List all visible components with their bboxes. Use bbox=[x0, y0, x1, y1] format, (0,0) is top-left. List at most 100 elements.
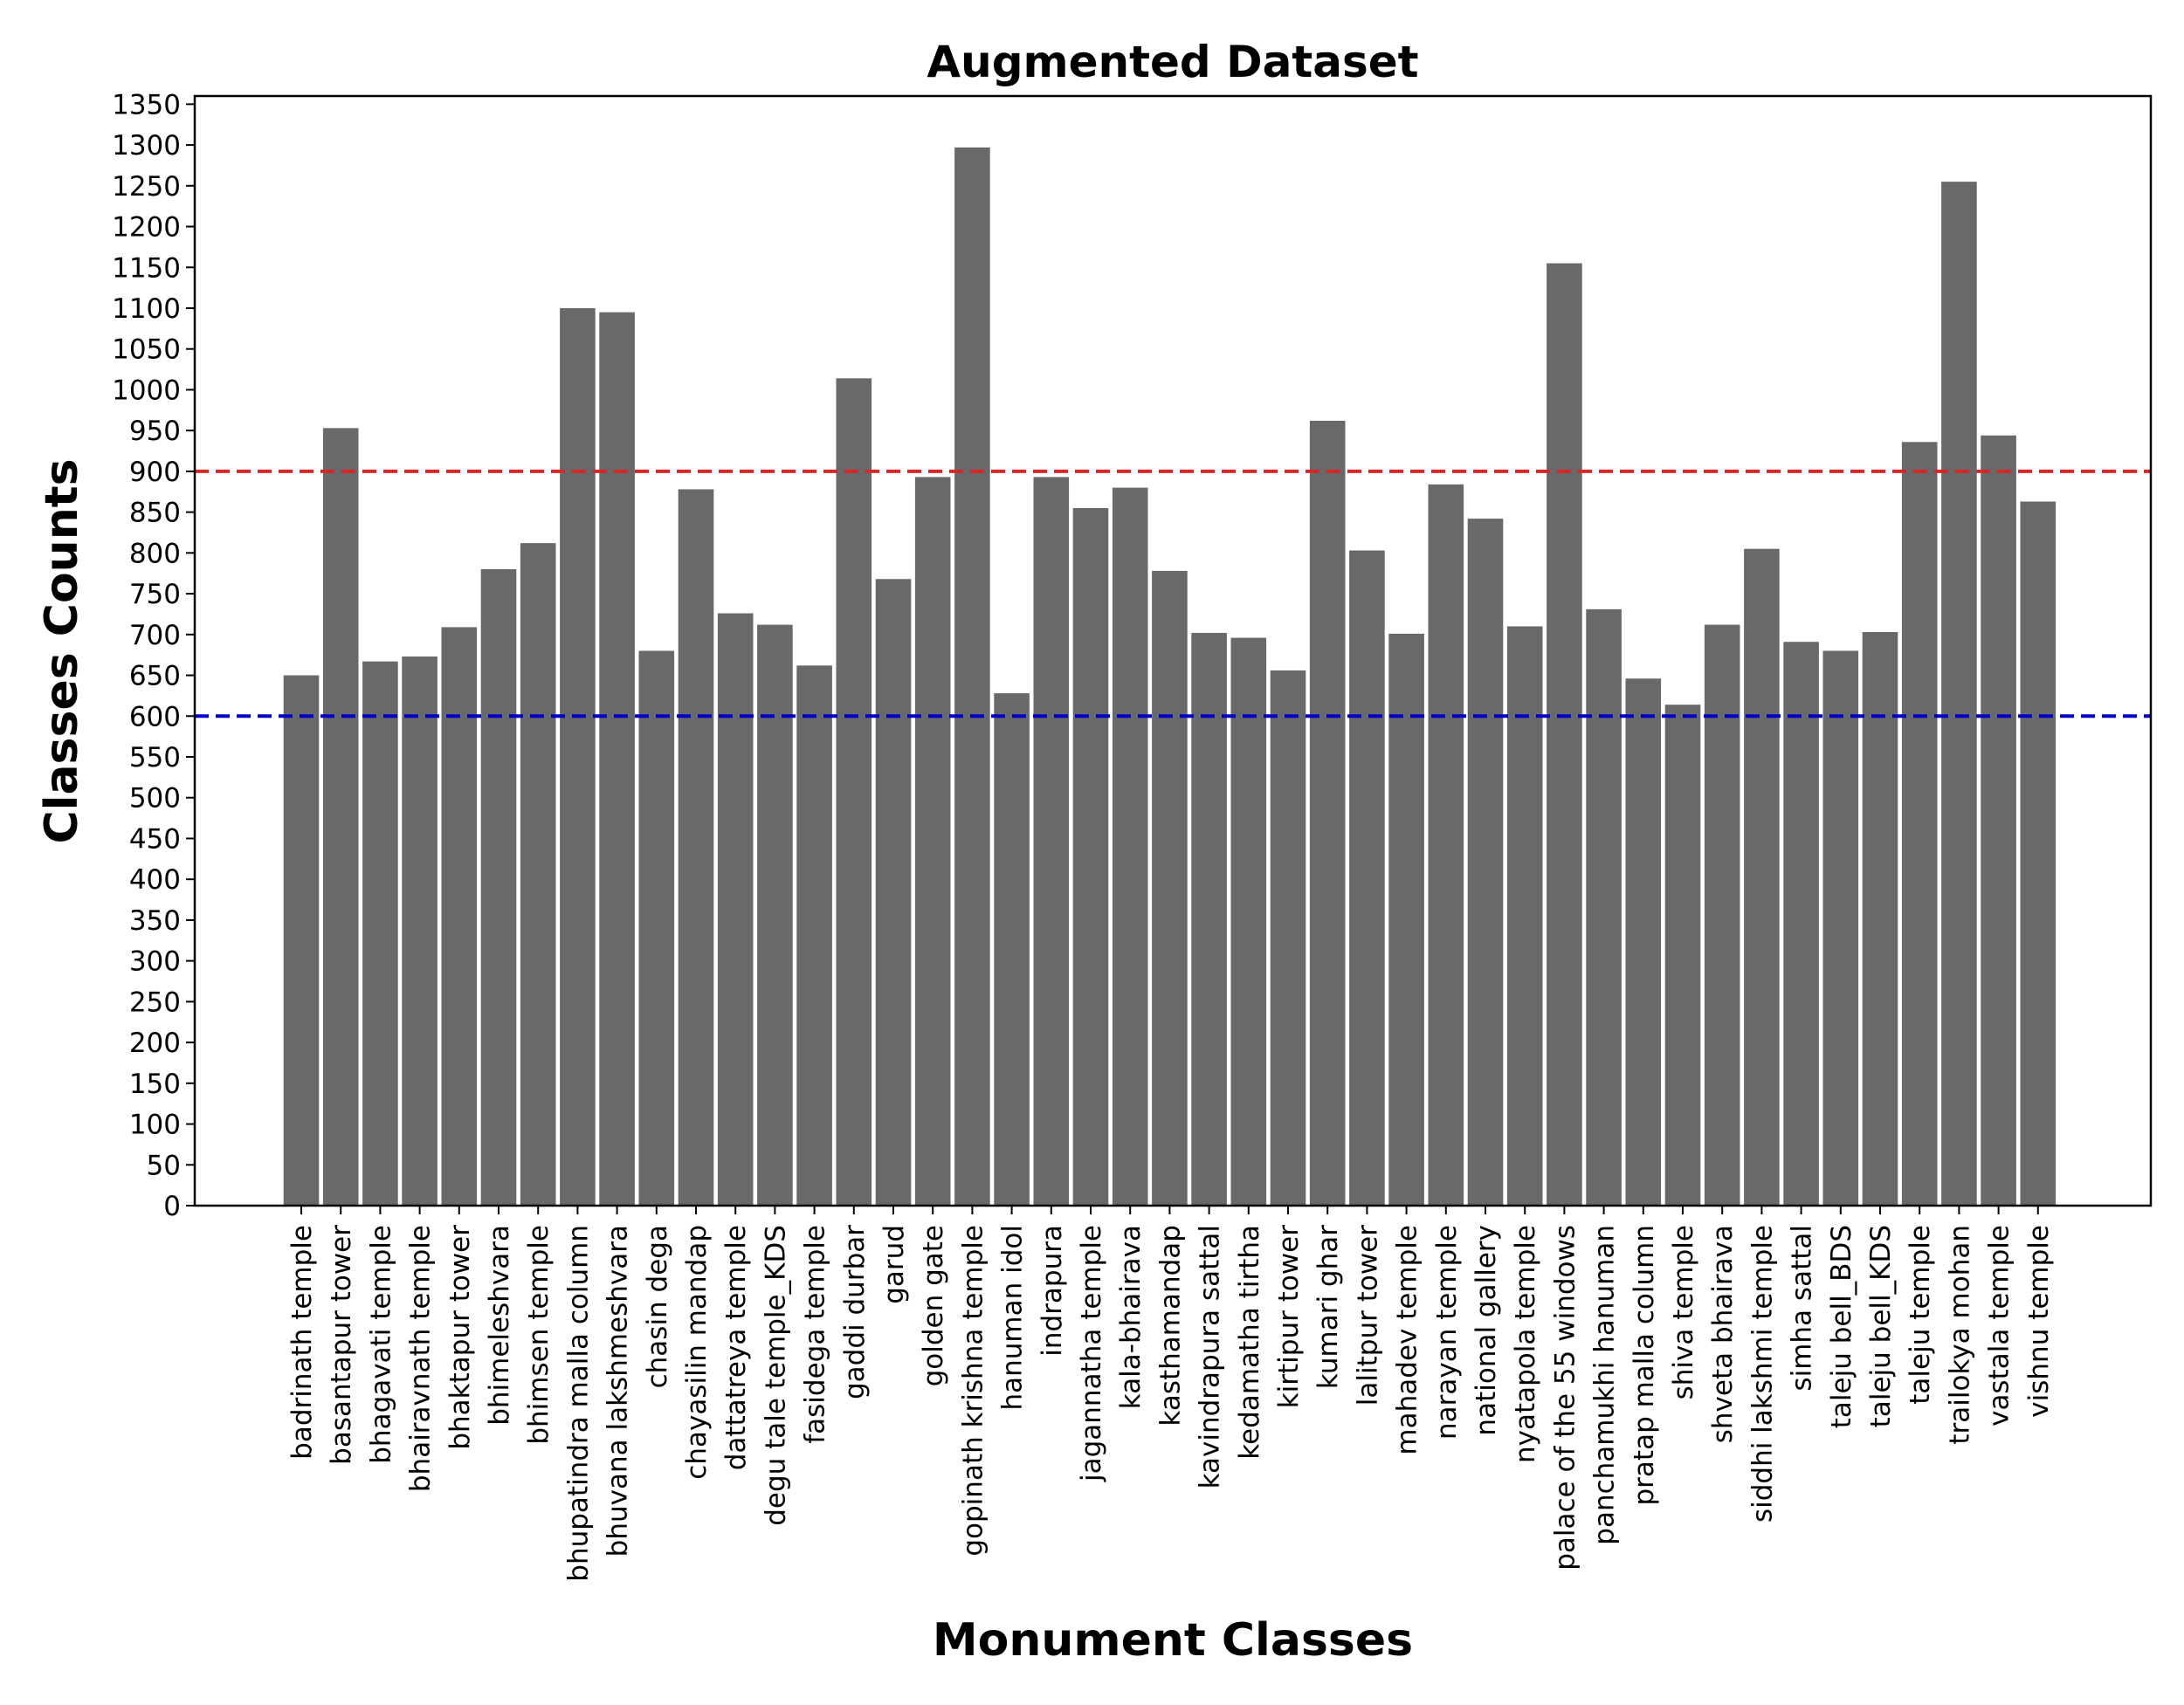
x-tick-label: bhairavnath temple bbox=[405, 1225, 437, 1492]
plot-frame bbox=[193, 94, 2153, 1207]
bar bbox=[1941, 182, 1977, 1206]
y-tick-label: 1350 bbox=[112, 89, 181, 120]
y-tick-label: 1300 bbox=[112, 130, 181, 162]
y-tick-label: 200 bbox=[129, 1028, 181, 1059]
bar bbox=[283, 675, 320, 1206]
x-tick-label: vishnu temple bbox=[2023, 1225, 2055, 1418]
y-tick-label: 250 bbox=[129, 987, 181, 1018]
x-tick-label: bhagavati temple bbox=[365, 1225, 396, 1464]
x-tick-label: mahadev temple bbox=[1392, 1225, 1423, 1455]
y-tick-label: 900 bbox=[129, 457, 181, 488]
x-tick-label: kavindrapura sattal bbox=[1195, 1225, 1226, 1488]
x-tick-label: basantapur tower bbox=[326, 1225, 357, 1465]
chart-title: Augmented Dataset bbox=[927, 37, 1418, 87]
bar bbox=[1230, 637, 1267, 1206]
bars-group bbox=[283, 147, 2057, 1207]
x-tick-label: taleju bell_KDS bbox=[1865, 1225, 1897, 1427]
bar bbox=[1586, 608, 1622, 1206]
y-tick-label: 150 bbox=[129, 1069, 181, 1100]
x-axis-ticks: badrinath temple basantapur tower bhagavat… bbox=[286, 1206, 2055, 1582]
x-tick-label: narayan temple bbox=[1431, 1225, 1463, 1440]
x-tick-label: bhimeleshvara bbox=[484, 1225, 515, 1426]
x-tick-label: pratap malla column bbox=[1629, 1225, 1660, 1506]
y-tick-label: 750 bbox=[129, 579, 181, 610]
bar bbox=[1349, 550, 1385, 1206]
x-tick-label: gaddi durbar bbox=[839, 1225, 871, 1399]
y-tick-label: 700 bbox=[129, 620, 181, 651]
x-tick-label: taleju temple bbox=[1905, 1225, 1936, 1405]
x-tick-label: shveta bhairava bbox=[1707, 1225, 1739, 1443]
reference-lines-group bbox=[195, 469, 2151, 718]
bar bbox=[796, 665, 832, 1206]
bar bbox=[994, 693, 1030, 1206]
y-tick-label: 1250 bbox=[112, 171, 181, 203]
bar bbox=[402, 657, 437, 1206]
bar bbox=[1547, 263, 1582, 1207]
bar bbox=[1309, 420, 1346, 1206]
bar bbox=[757, 624, 793, 1206]
x-tick-label: kasthamandap bbox=[1154, 1225, 1186, 1427]
bar bbox=[1112, 487, 1148, 1206]
y-tick-label: 450 bbox=[129, 823, 181, 855]
bar bbox=[1467, 519, 1504, 1206]
bar bbox=[2020, 501, 2057, 1206]
x-tick-label: palace of the 55 windows bbox=[1549, 1225, 1581, 1571]
y-tick-label: 800 bbox=[129, 538, 181, 569]
x-tick-label: taleju bell_BDS bbox=[1826, 1225, 1857, 1428]
x-tick-label: hanuman idol bbox=[997, 1225, 1029, 1411]
y-tick-label: 500 bbox=[129, 783, 181, 815]
bar bbox=[1152, 570, 1188, 1206]
y-tick-label: 1000 bbox=[112, 375, 181, 406]
bar bbox=[520, 543, 556, 1206]
bar bbox=[954, 147, 990, 1206]
y-tick-label: 1100 bbox=[112, 293, 181, 325]
x-tick-label: kumari ghar bbox=[1312, 1225, 1344, 1389]
bar bbox=[1506, 626, 1543, 1206]
x-tick-label: fasidega temple bbox=[800, 1225, 831, 1444]
x-tick-label: jagannatha temple bbox=[1076, 1225, 1107, 1482]
y-tick-label: 400 bbox=[129, 864, 181, 896]
bar bbox=[362, 661, 398, 1206]
y-tick-label: 100 bbox=[129, 1110, 181, 1141]
x-tick-label: shiva temple bbox=[1668, 1225, 1699, 1399]
bar bbox=[1033, 477, 1070, 1206]
y-tick-label: 0 bbox=[163, 1191, 181, 1222]
x-tick-label: chasin dega bbox=[642, 1225, 673, 1388]
x-tick-label: chayasilin mandap bbox=[681, 1225, 713, 1480]
x-tick-label: kala-bhairava bbox=[1115, 1225, 1147, 1409]
y-tick-label: 50 bbox=[147, 1150, 181, 1181]
y-tick-label: 350 bbox=[129, 905, 181, 937]
y-tick-label: 550 bbox=[129, 742, 181, 773]
x-tick-label: bhaktapur tower bbox=[444, 1225, 476, 1450]
x-tick-label: siddhi lakshmi temple bbox=[1747, 1225, 1778, 1523]
bar bbox=[1191, 632, 1227, 1206]
bar bbox=[1981, 435, 2016, 1206]
bar bbox=[1428, 484, 1464, 1206]
y-tick-label: 300 bbox=[129, 946, 181, 978]
x-tick-label: trailokya mohan bbox=[1944, 1225, 1975, 1445]
x-tick-label: vastala temple bbox=[1984, 1225, 2015, 1427]
bar bbox=[1704, 624, 1740, 1206]
bar bbox=[1072, 507, 1109, 1206]
y-axis-label: Classes Counts bbox=[36, 458, 88, 843]
bar bbox=[599, 312, 635, 1206]
x-tick-label: lalitpur tower bbox=[1352, 1225, 1383, 1406]
x-tick-label: national gallery bbox=[1471, 1225, 1502, 1436]
x-tick-label: bhupatindra malla column bbox=[562, 1225, 594, 1582]
y-tick-label: 1050 bbox=[112, 334, 181, 366]
y-axis-ticks: 0 50 100 150 200 250 300 350 400 450 500 550 600 650 7… bbox=[112, 89, 195, 1222]
y-tick-label: 850 bbox=[129, 498, 181, 529]
bar bbox=[480, 569, 517, 1206]
bar bbox=[1664, 705, 1701, 1206]
bar bbox=[1822, 650, 1859, 1206]
x-tick-label: kirtipur tower bbox=[1273, 1225, 1305, 1409]
x-tick-label: golden gate bbox=[918, 1225, 949, 1386]
bar bbox=[441, 627, 478, 1206]
x-tick-label: bhuvana lakshmeshvara bbox=[603, 1225, 634, 1557]
y-tick-label: 600 bbox=[129, 701, 181, 732]
y-tick-label: 1200 bbox=[112, 212, 181, 244]
bar bbox=[560, 307, 596, 1206]
x-tick-label: badrinath temple bbox=[286, 1225, 318, 1460]
bar bbox=[678, 489, 714, 1206]
